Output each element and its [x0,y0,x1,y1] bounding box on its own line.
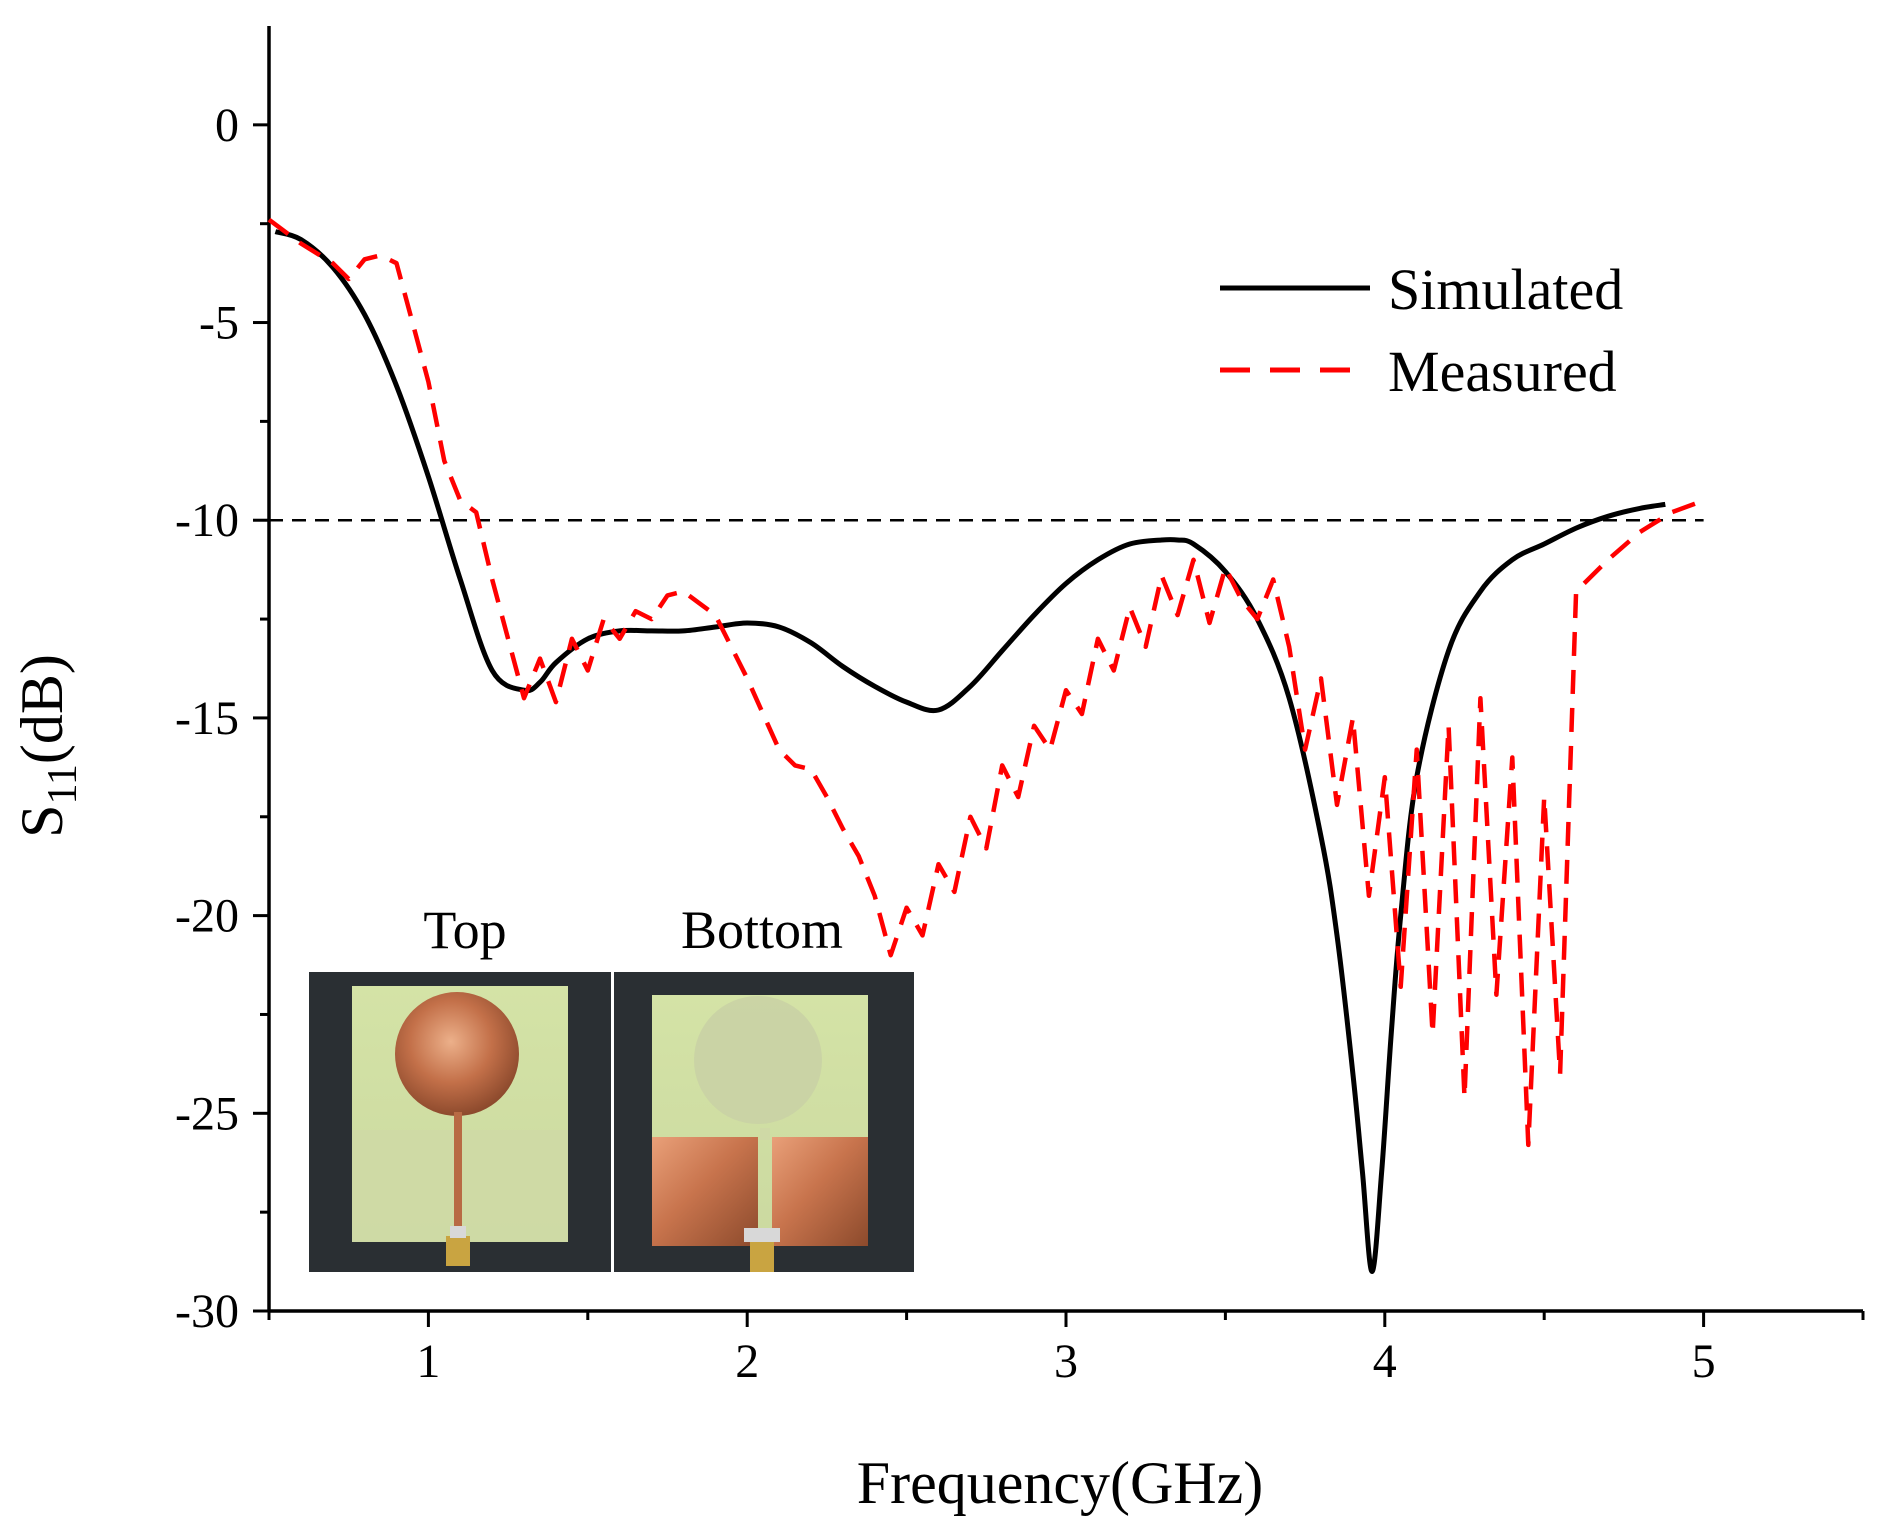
legend-label-simulated: Simulated [1388,257,1623,322]
series-line-measured [267,217,1705,1148]
y-tick-label: -20 [175,890,239,943]
inset-antenna-photos: Top Bottom [309,900,914,1272]
y-tick-label: -5 [199,297,239,350]
y-tick-label: -25 [175,1087,239,1140]
ground-plane-left-icon [652,1137,758,1246]
photo-bottom-side [614,972,914,1272]
series-line-simulated [274,229,1666,1274]
legend-label-measured: Measured [1388,339,1617,404]
series-layer [267,217,1705,1274]
sma-connector-icon [750,1240,774,1272]
feed-line-icon [454,1112,462,1237]
x-tick-label: 4 [1373,1335,1397,1388]
y-tick-label: -10 [175,494,239,547]
x-tick-label: 3 [1054,1335,1078,1388]
y-axis-title-unit: (dB) [9,654,75,764]
x-tick-label: 5 [1692,1335,1716,1388]
ground-plane-right-icon [772,1137,868,1246]
y-tick-label: -15 [175,692,239,745]
inset-label-bottom: Bottom [681,900,843,960]
svg-text:S11(dB): S11(dB) [9,654,86,838]
photo-top-side [309,972,611,1272]
legend: Simulated Measured [1220,257,1623,404]
x-tick-label: 2 [735,1335,759,1388]
y-axis-title-subscript: 11 [40,764,86,804]
axes [253,26,1865,1327]
y-tick-label: 0 [215,99,239,152]
y-axis-title-main: S [9,805,75,838]
x-axis-title: Frequency(GHz) [857,1450,1264,1516]
y-axis-title: S11(dB) [9,654,86,838]
radiating-patch-icon [395,992,519,1116]
patch-shadow-icon [694,996,822,1124]
sma-connector-icon [446,1236,470,1266]
inset-label-top: Top [423,900,506,960]
x-tick-label: 1 [416,1335,440,1388]
y-tick-label: -30 [175,1285,239,1338]
tick-labels: 0 -5 -10 -15 -20 -25 -30 1 2 3 4 5 [175,99,1716,1388]
